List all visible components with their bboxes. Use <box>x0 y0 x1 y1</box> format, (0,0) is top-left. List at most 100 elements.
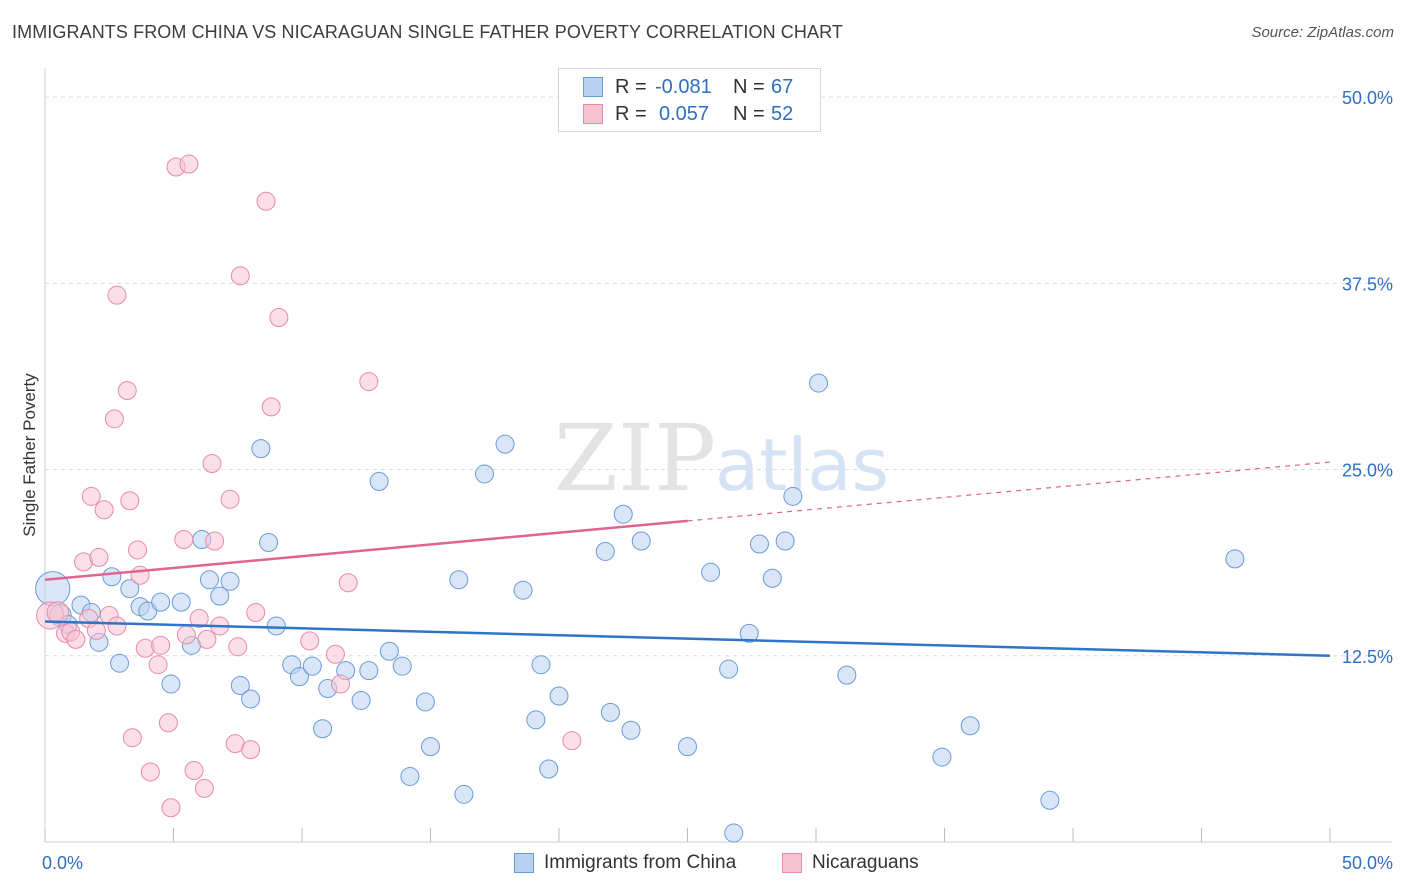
point-china <box>110 653 130 673</box>
axes <box>44 68 1392 843</box>
point-nicaraguans <box>140 762 160 782</box>
point-china <box>379 641 399 661</box>
series-legend-nicaraguans: Nicaraguans <box>782 852 919 874</box>
point-nicaraguans <box>128 540 148 560</box>
point-nicaraguans <box>86 620 106 640</box>
point-china <box>454 784 474 804</box>
point-nicaraguans <box>197 629 217 649</box>
point-nicaraguans <box>246 603 266 623</box>
point-china <box>120 579 140 599</box>
point-china <box>369 471 389 491</box>
point-china <box>783 486 803 506</box>
point-china <box>809 373 829 393</box>
point-china <box>613 504 633 524</box>
legend-r-label: R = <box>615 102 647 125</box>
point-nicaraguans <box>202 454 222 474</box>
point-china <box>351 690 371 710</box>
point-nicaraguans <box>89 547 109 567</box>
point-china <box>539 759 559 779</box>
legend-row-nicaraguans: R = 0.057 N = 52 <box>583 101 793 127</box>
point-nicaraguans <box>300 631 320 651</box>
correlation-legend: R = -0.081 N = 67 R = 0.057 N = 52 <box>558 68 821 132</box>
point-nicaraguans <box>230 266 250 286</box>
trend-lines <box>44 461 1331 657</box>
point-china <box>595 541 615 561</box>
point-china <box>724 823 744 843</box>
legend-r-value: -0.081 <box>655 75 712 98</box>
point-china <box>837 665 857 685</box>
point-china <box>960 716 980 736</box>
point-china <box>266 616 286 636</box>
point-nicaraguans <box>135 638 155 658</box>
point-nicaraguans <box>256 191 276 211</box>
point-nicaraguans <box>331 674 351 694</box>
series-label-nicaraguans: Nicaraguans <box>812 852 919 873</box>
point-china <box>775 531 795 551</box>
gridlines <box>45 96 1392 657</box>
point-nicaraguans <box>174 530 194 550</box>
x-tick-label: 50.0% <box>1342 853 1393 873</box>
legend-n-value: 52 <box>771 102 794 125</box>
point-china <box>230 676 250 696</box>
y-tick-label: 37.5% <box>1342 274 1393 294</box>
point-china <box>359 661 379 681</box>
point-nicaraguans <box>241 740 261 760</box>
point-china <box>415 692 435 712</box>
legend-n-label: N = <box>733 102 765 125</box>
point-china <box>102 567 122 587</box>
source-credit: Source: ZipAtlas.com <box>1251 24 1394 41</box>
series-swatch-china <box>514 853 534 873</box>
point-china <box>526 710 546 730</box>
point-china <box>151 592 171 612</box>
point-nicaraguans <box>205 531 225 551</box>
point-china <box>161 674 181 694</box>
point-china <box>474 464 494 484</box>
point-china <box>210 586 230 606</box>
point-nicaraguans <box>104 409 124 429</box>
series-swatch-nicaraguans <box>782 853 802 873</box>
trend-line-nicaraguans <box>44 519 688 582</box>
point-nicaraguans <box>81 486 101 506</box>
legend-swatch-china <box>583 77 603 97</box>
trend-line-extension-nicaraguans <box>687 461 1331 522</box>
point-nicaraguans <box>46 601 70 624</box>
data-points <box>35 154 1245 843</box>
point-nicaraguans <box>122 728 142 748</box>
point-nicaraguans <box>161 798 181 818</box>
point-nicaraguans <box>117 381 137 401</box>
legend-row-china: R = -0.081 N = 67 <box>583 74 793 100</box>
point-nicaraguans <box>228 637 248 657</box>
point-china <box>495 434 515 454</box>
point-china <box>749 534 769 554</box>
point-nicaraguans <box>94 500 114 520</box>
watermark-atlas: atlas <box>715 423 889 507</box>
point-china <box>513 580 533 600</box>
point-nicaraguans <box>151 635 171 655</box>
point-china <box>289 667 309 687</box>
point-nicaraguans <box>562 731 582 751</box>
point-china <box>549 686 569 706</box>
series-label-china: Immigrants from China <box>544 852 737 873</box>
chart-title: IMMIGRANTS FROM CHINA VS NICARAGUAN SING… <box>12 22 843 42</box>
point-nicaraguans <box>179 154 199 174</box>
point-china <box>171 592 191 612</box>
point-nicaraguans <box>130 565 150 585</box>
point-nicaraguans <box>66 629 86 649</box>
legend-r-value: 0.057 <box>659 102 710 125</box>
watermark-zip: ZIP <box>554 405 716 512</box>
point-china <box>302 656 322 676</box>
point-nicaraguans <box>158 713 178 733</box>
point-china <box>701 562 721 582</box>
point-china <box>739 623 759 643</box>
point-china <box>1040 790 1060 810</box>
point-nicaraguans <box>148 655 168 675</box>
point-china <box>199 570 219 590</box>
point-china <box>251 439 271 459</box>
series-legend: Immigrants from China Nicaraguans <box>0 852 1406 878</box>
y-tick-label: 12.5% <box>1342 647 1393 667</box>
point-china <box>932 747 952 767</box>
point-nicaraguans <box>120 491 140 511</box>
legend-r-label: R = <box>615 75 647 98</box>
point-china <box>259 533 279 553</box>
point-nicaraguans <box>261 397 281 417</box>
